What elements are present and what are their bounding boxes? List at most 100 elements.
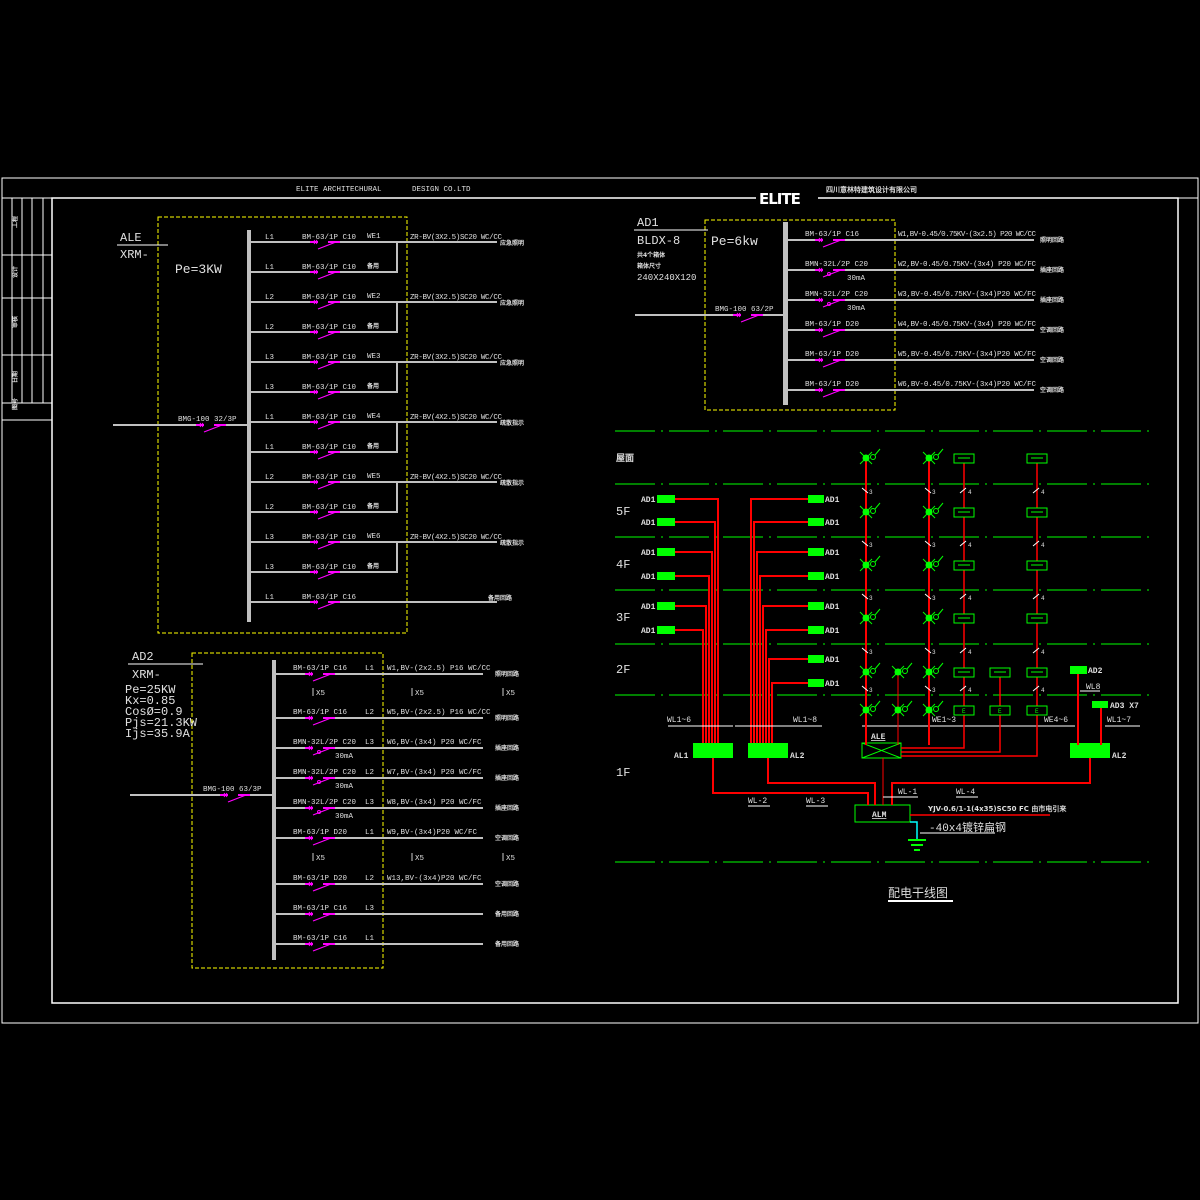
ad1-label: AD1 [641,573,656,582]
light-arrow [937,448,944,456]
ad3-label: AD3 X7 [1110,702,1139,711]
wire-count-tick [861,685,869,692]
emergency-light-icon [859,448,881,465]
circuit-row: BM-63/1P D20 W6,BV-0.45/0.75KV-(3x4)P20 W… [785,381,1065,398]
light-arrow [937,662,944,670]
light-head [933,668,939,674]
destination-label: 应急照明 [500,239,524,247]
ale-panel-schedule: ALE XRM- Pe=3KW BMG-100 32/3P L1 BM-63/1P C10… [113,216,524,634]
breaker-mark [313,509,318,515]
light-head [902,668,908,674]
wire-count-tick [1032,647,1040,654]
ale-label: ALE [871,733,886,742]
breaker-gap [318,389,336,394]
sign-box [989,705,1011,716]
breaker-label: BM-63/1P C10 [302,264,357,272]
light-head [870,614,876,620]
emergency-light-icon [859,608,881,625]
wire-count-tick [959,487,967,494]
breaker-label: BM-63/1P C10 [302,384,357,392]
breaker-symbol-icon [310,359,340,370]
cable-label: W2,BV-0.45/0.75KV-(3x4) P20 WC/FC [898,261,1036,269]
light-arrow [906,700,913,708]
company-name-en: ELITE ARCHITECHURAL [296,186,382,194]
breaker-gap [313,775,331,780]
circuit-label: 备用 [366,502,379,510]
ad1-box [808,572,824,580]
breaker-blade [203,424,223,433]
company-name-en-2: DESIGN CO.LTD [412,186,471,194]
phase-label: L3 [265,564,275,572]
destination-label: 备用回路 [494,940,520,948]
circuit-row: BMN-32L/2P C20 30mA W3,BV-0.45/0.75KV-(3x4… [785,291,1065,313]
destination-label: 空调回路 [495,834,520,842]
floor-label: 1F [616,766,630,780]
floor-label: 4F [616,558,630,572]
ad1-label: AD1 [641,519,656,528]
breaker-label: BM-63/1P C10 [302,474,357,482]
panel-size: 240X240X120 [637,273,696,283]
breaker-blade [312,943,332,952]
breaker-mark [223,792,228,798]
light-ray [859,558,873,572]
breaker-gap [318,419,336,424]
wire-count-tick [861,647,869,654]
cable-label: ZR-BV(3X2.5)SC20 WC/CC [410,354,502,362]
al1-label: AL1 [674,752,689,761]
wire-count-tick [959,540,967,547]
breaker-gap [318,239,336,244]
circuit-row: L1 BM-63/1P C16 备用回路 [249,594,513,610]
title-block-cell: 审核 [11,316,19,328]
breaker-blade [822,329,842,338]
breaker-gap [318,329,336,334]
wire-count-tick [924,685,932,692]
repeat-label: X5 [316,855,326,863]
breaker-symbol-icon [305,835,335,846]
breaker-symbol-icon [815,237,845,248]
phase-label: L1 [265,414,275,422]
sheet-header: ELITE ARCHITECHURAL DESIGN CO.LTD ELITE … [296,185,917,208]
cable-label: ZR-BV(4X2.5)SC20 WC/CC [410,534,502,542]
ad1-label: AD1 [641,627,656,636]
feeder-label-wl1_8: WL1~8 [793,716,817,725]
riser-wire [756,551,808,745]
wire-count-tick [1032,540,1040,547]
destination-label: 应急照明 [500,299,524,307]
riser-wire [771,682,808,745]
breaker-gap [823,387,841,392]
feeder-wl4 [891,758,1091,805]
wire-count: 3 [932,649,936,656]
breaker-symbol-icon [305,715,335,726]
ad1-box [808,655,824,663]
emergency-light-icon [922,502,944,519]
destination-label: 插座回路 [495,804,520,812]
breaker-gap [313,941,331,946]
feeder-label-wl8: WL8 [1086,683,1101,692]
cable-label: W4,BV-0.45/0.75KV-(3x4) P20 WC/FC [898,321,1036,329]
cable-label: W1,BV-(2x2.5) P16 WC/CC [387,665,491,673]
light-arrow [874,555,881,563]
breaker-label: BM-63/1P C16 [293,935,348,943]
ad1-label: AD1 [825,496,840,505]
circuit-label: WE3 [367,353,381,361]
riser-wire [750,498,808,745]
wire-count-tick [1032,487,1040,494]
light-arrow [874,502,881,510]
wire-count: 3 [932,595,936,602]
panel-model: XRM- [120,248,149,262]
direction-sign-icon [1026,453,1048,464]
breaker-blade [822,239,842,248]
breaker-gap [318,569,336,574]
breaker-symbol-icon [305,805,335,816]
breaker-mark [818,327,823,333]
riser-wire [768,658,808,745]
breaker-blade [227,794,247,803]
breaker-gap [318,479,336,484]
floor-label: 2F [616,663,630,677]
circuit-row: BM-63/1P D20 L2 W13,BV-(3x4)P20 WC/FC 空调回路 [274,875,520,892]
circuit-row: BM-63/1P C16 L2 W5,BV-(2x2.5) P16 WC/CC 照明回… [274,709,520,726]
circuit-row: L2 BM-63/1P C10 备用 [249,302,398,340]
